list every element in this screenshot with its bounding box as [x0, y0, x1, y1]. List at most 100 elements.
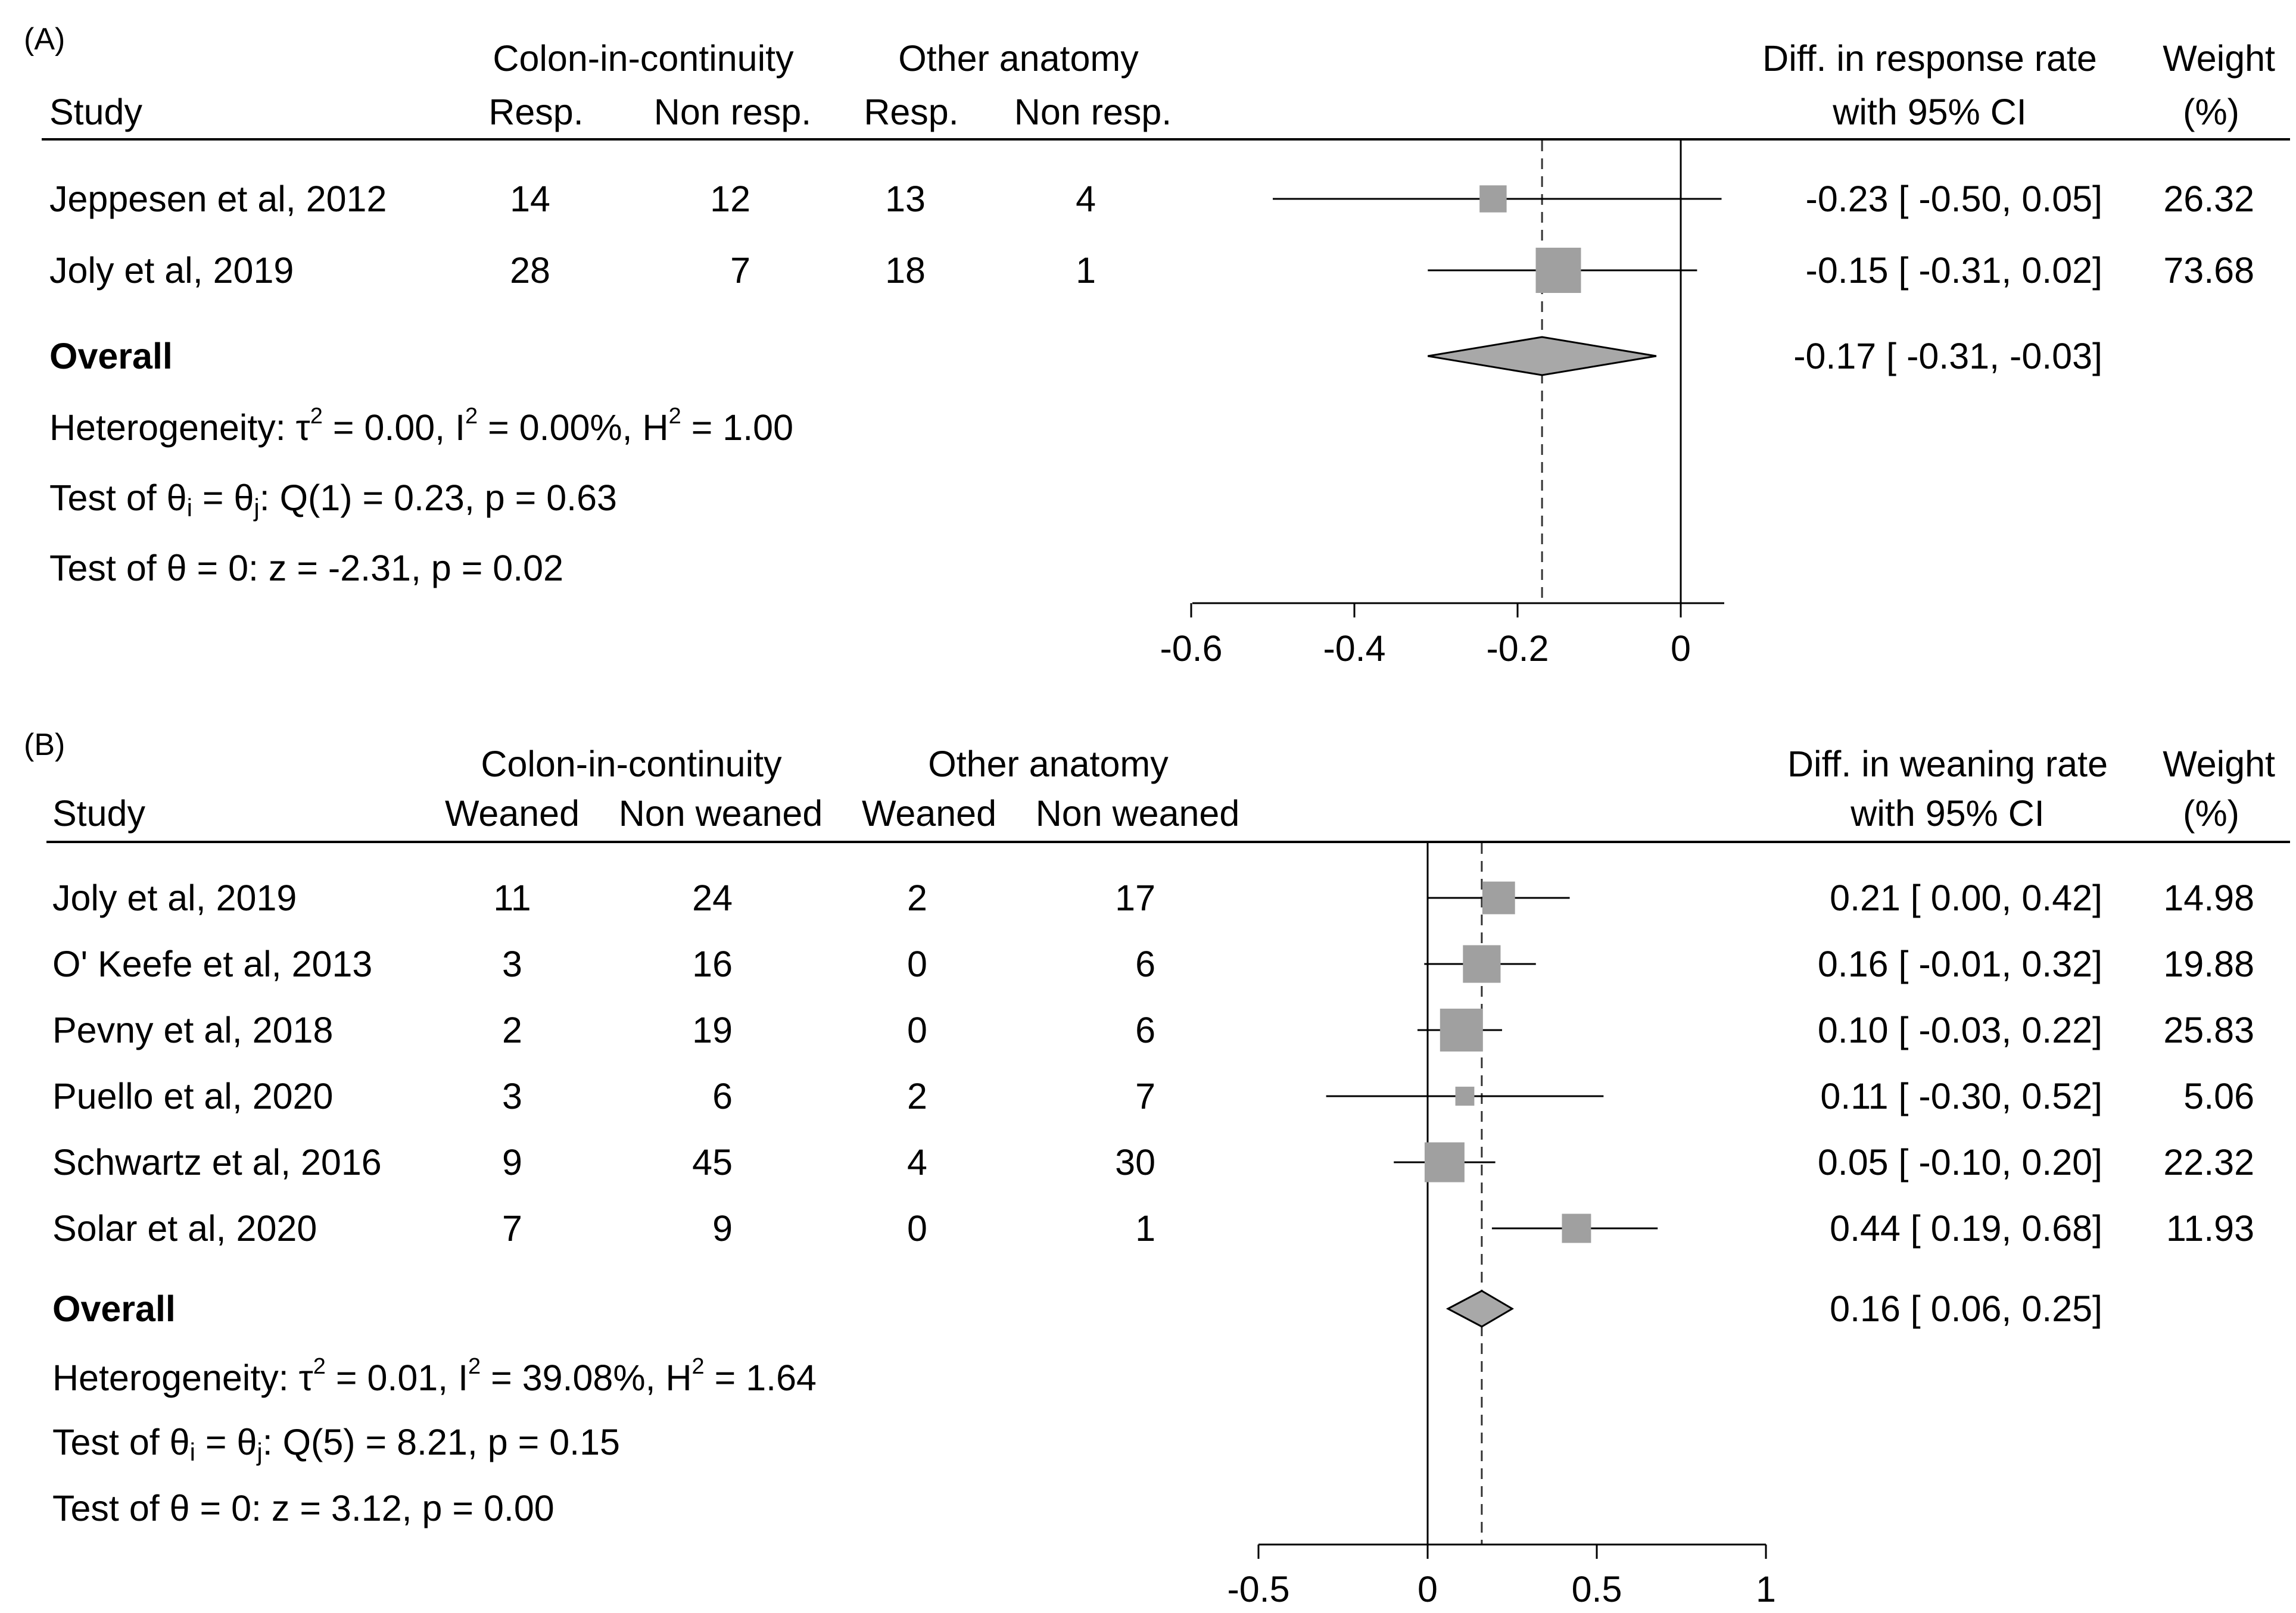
g2-neg-value: 4: [1076, 179, 1096, 219]
effect-header: Diff. in response rate: [1762, 38, 2097, 79]
x-tick-label: 0.5: [1572, 1569, 1622, 1609]
study-marker: [1463, 945, 1501, 983]
study-name: Joly et al, 2019: [52, 878, 297, 918]
weight-subheader: (%): [2183, 92, 2239, 132]
x-tick-label: -0.4: [1323, 628, 1385, 669]
g1-neg-value: 12: [710, 179, 750, 219]
g2-pos-value: 2: [907, 1076, 927, 1116]
ci-text: 0.44 [ 0.19, 0.68]: [1830, 1208, 2102, 1249]
g2-pos-value: 0: [907, 1010, 927, 1050]
effect-header: Diff. in weaning rate: [1787, 744, 2108, 784]
ci-text: -0.23 [ -0.50, 0.05]: [1805, 179, 2102, 219]
x-tick-label: -0.6: [1160, 628, 1222, 669]
overall-ci-text: -0.17 [ -0.31, -0.03]: [1793, 336, 2102, 376]
z-test-text: Test of θ = 0: z = 3.12, p = 0.00: [52, 1488, 554, 1528]
ci-text: -0.15 [ -0.31, 0.02]: [1805, 250, 2102, 291]
overall-diamond: [1445, 1290, 1514, 1328]
g2-pos-value: 2: [907, 878, 927, 918]
g2-neg-value: 17: [1115, 878, 1155, 918]
study-header: Study: [49, 92, 142, 132]
panel-label: (B): [24, 728, 66, 762]
g2-neg-header: Non resp.: [1014, 92, 1172, 132]
study-name: O' Keefe et al, 2013: [52, 944, 373, 984]
overall-label: Overall: [52, 1288, 176, 1329]
g1-pos-header: Resp.: [488, 92, 584, 132]
header-rule: [46, 841, 2290, 843]
study-name: Solar et al, 2020: [52, 1208, 317, 1249]
q-test-text: Test of θi = θj: Q(1) = 0.23, p = 0.63: [49, 478, 617, 522]
weight-value: 14.98: [2163, 878, 2254, 918]
g1-neg-value: 16: [692, 944, 733, 984]
g2-pos-value: 13: [885, 179, 926, 219]
weight-value: 11.93: [2166, 1208, 2254, 1249]
weight-value: 22.32: [2163, 1142, 2254, 1183]
ci-text: 0.21 [ 0.00, 0.42]: [1830, 878, 2102, 918]
effect-subheader: with 95% CI: [1850, 793, 2045, 834]
g1-pos-value: 3: [502, 1076, 522, 1116]
g1-pos-value: 14: [510, 179, 550, 219]
panel-label: (A): [24, 22, 66, 57]
study-name: Puello et al, 2020: [52, 1076, 334, 1116]
weight-value: 25.83: [2163, 1010, 2254, 1050]
x-tick-label: 1: [1756, 1569, 1776, 1609]
weight-subheader: (%): [2183, 793, 2239, 834]
effect-subheader: with 95% CI: [1833, 92, 2027, 132]
g1-neg-value: 45: [692, 1142, 733, 1183]
ci-text: 0.16 [ -0.01, 0.32]: [1817, 944, 2102, 984]
weight-value: 26.32: [2163, 179, 2254, 219]
weight-value: 73.68: [2163, 250, 2254, 291]
g1-pos-value: 2: [502, 1010, 522, 1050]
g1-pos-value: 3: [502, 944, 522, 984]
x-tick-label: 0: [1418, 1569, 1438, 1609]
group1-header: Colon-in-continuity: [481, 744, 782, 784]
g1-pos-value: 7: [502, 1208, 522, 1249]
heterogeneity-text: Heterogeneity: τ2 = 0.00, I2 = 0.00%, H2…: [49, 404, 793, 448]
g1-neg-header: Non weaned: [618, 793, 823, 834]
g2-neg-value: 30: [1115, 1142, 1155, 1183]
g1-neg-value: 6: [712, 1076, 733, 1116]
g2-pos-value: 0: [907, 944, 927, 984]
study-name: Jeppesen et al, 2012: [49, 179, 387, 219]
group2-header: Other anatomy: [928, 744, 1169, 784]
study-name: Pevny et al, 2018: [52, 1010, 334, 1050]
weight-value: 5.06: [2183, 1076, 2254, 1116]
x-tick-label: 0: [1671, 628, 1691, 669]
g2-pos-value: 4: [907, 1142, 927, 1183]
study-marker: [1424, 1142, 1465, 1183]
overall-diamond: [1428, 336, 1657, 376]
study-marker: [1479, 185, 1507, 213]
study-name: Schwartz et al, 2016: [52, 1142, 382, 1183]
g2-neg-value: 6: [1135, 1010, 1155, 1050]
g2-neg-header: Non weaned: [1035, 793, 1240, 834]
study-marker: [1535, 248, 1581, 293]
g1-pos-value: 28: [510, 250, 550, 291]
study-marker: [1440, 1009, 1483, 1052]
group2-header: Other anatomy: [898, 38, 1139, 79]
heterogeneity-text: Heterogeneity: τ2 = 0.01, I2 = 39.08%, H…: [52, 1354, 817, 1398]
group1-header: Colon-in-continuity: [493, 38, 794, 79]
g1-pos-value: 11: [493, 878, 531, 918]
g2-pos-value: 18: [885, 250, 926, 291]
g2-pos-header: Resp.: [864, 92, 959, 132]
weight-header: Weight: [2163, 744, 2275, 784]
g1-pos-header: Weaned: [444, 793, 580, 834]
g2-neg-value: 1: [1135, 1208, 1155, 1249]
g2-neg-value: 1: [1076, 250, 1096, 291]
header-rule: [42, 138, 2290, 141]
overall-ci-text: 0.16 [ 0.06, 0.25]: [1830, 1288, 2102, 1329]
overall-label: Overall: [49, 336, 173, 376]
g1-neg-value: 24: [692, 878, 733, 918]
g1-neg-value: 7: [730, 250, 750, 291]
study-name: Joly et al, 2019: [49, 250, 294, 291]
g2-neg-value: 7: [1135, 1076, 1155, 1116]
ci-text: 0.05 [ -0.10, 0.20]: [1817, 1142, 2102, 1183]
q-test-text: Test of θi = θj: Q(5) = 8.21, p = 0.15: [52, 1422, 620, 1466]
study-marker: [1455, 1087, 1475, 1106]
study-marker: [1482, 881, 1515, 915]
weight-header: Weight: [2163, 38, 2275, 79]
g2-neg-value: 6: [1135, 944, 1155, 984]
ci-text: 0.11 [ -0.30, 0.52]: [1820, 1076, 2102, 1116]
g1-neg-value: 19: [692, 1010, 733, 1050]
z-test-text: Test of θ = 0: z = -2.31, p = 0.02: [49, 548, 564, 588]
